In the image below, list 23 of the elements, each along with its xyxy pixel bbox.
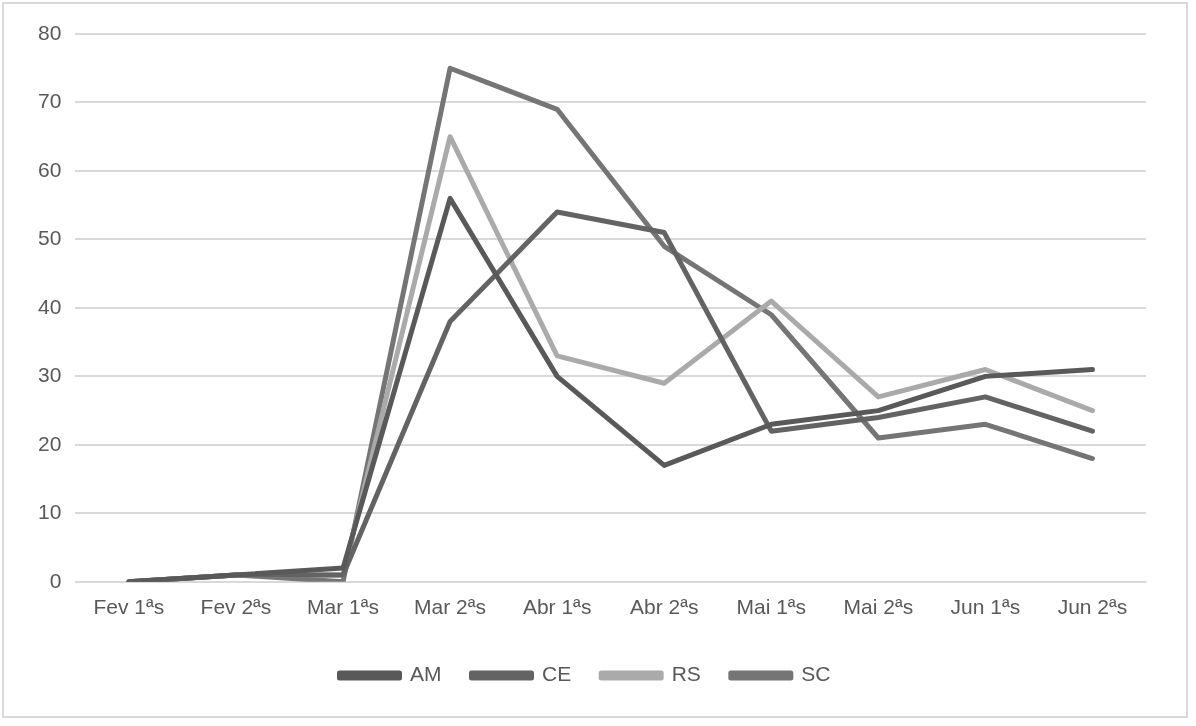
- y-tick-label: 10: [38, 500, 62, 524]
- legend-label: RS: [671, 662, 701, 686]
- y-tick-label: 80: [38, 20, 62, 44]
- y-tick-label: 30: [38, 363, 62, 387]
- y-tick-label: 60: [38, 157, 62, 181]
- x-tick-label: Mai 2ªs: [843, 595, 914, 619]
- x-tick-label: Abr 2ªs: [629, 595, 699, 619]
- legend-label: SC: [801, 662, 831, 686]
- y-tick-label: 40: [38, 294, 62, 318]
- x-tick-label: Mai 1ªs: [736, 595, 807, 619]
- x-tick-label: Mar 2ªs: [414, 595, 487, 619]
- legend-label: CE: [541, 662, 572, 686]
- y-tick-label: 70: [38, 89, 62, 113]
- x-tick-label: Fev 1ªs: [93, 595, 165, 619]
- y-tick-label: 20: [38, 431, 62, 455]
- legend-label: AM: [409, 662, 442, 686]
- x-tick-label: Jun 1ªs: [950, 595, 1021, 619]
- y-tick-label: 0: [49, 568, 62, 592]
- x-tick-label: Jun 2ªs: [1057, 595, 1128, 619]
- x-tick-label: Abr 1ªs: [522, 595, 592, 619]
- y-tick-label: 50: [38, 226, 62, 250]
- x-tick-label: Fev 2ªs: [200, 595, 272, 619]
- x-tick-label: Mar 1ªs: [307, 595, 379, 619]
